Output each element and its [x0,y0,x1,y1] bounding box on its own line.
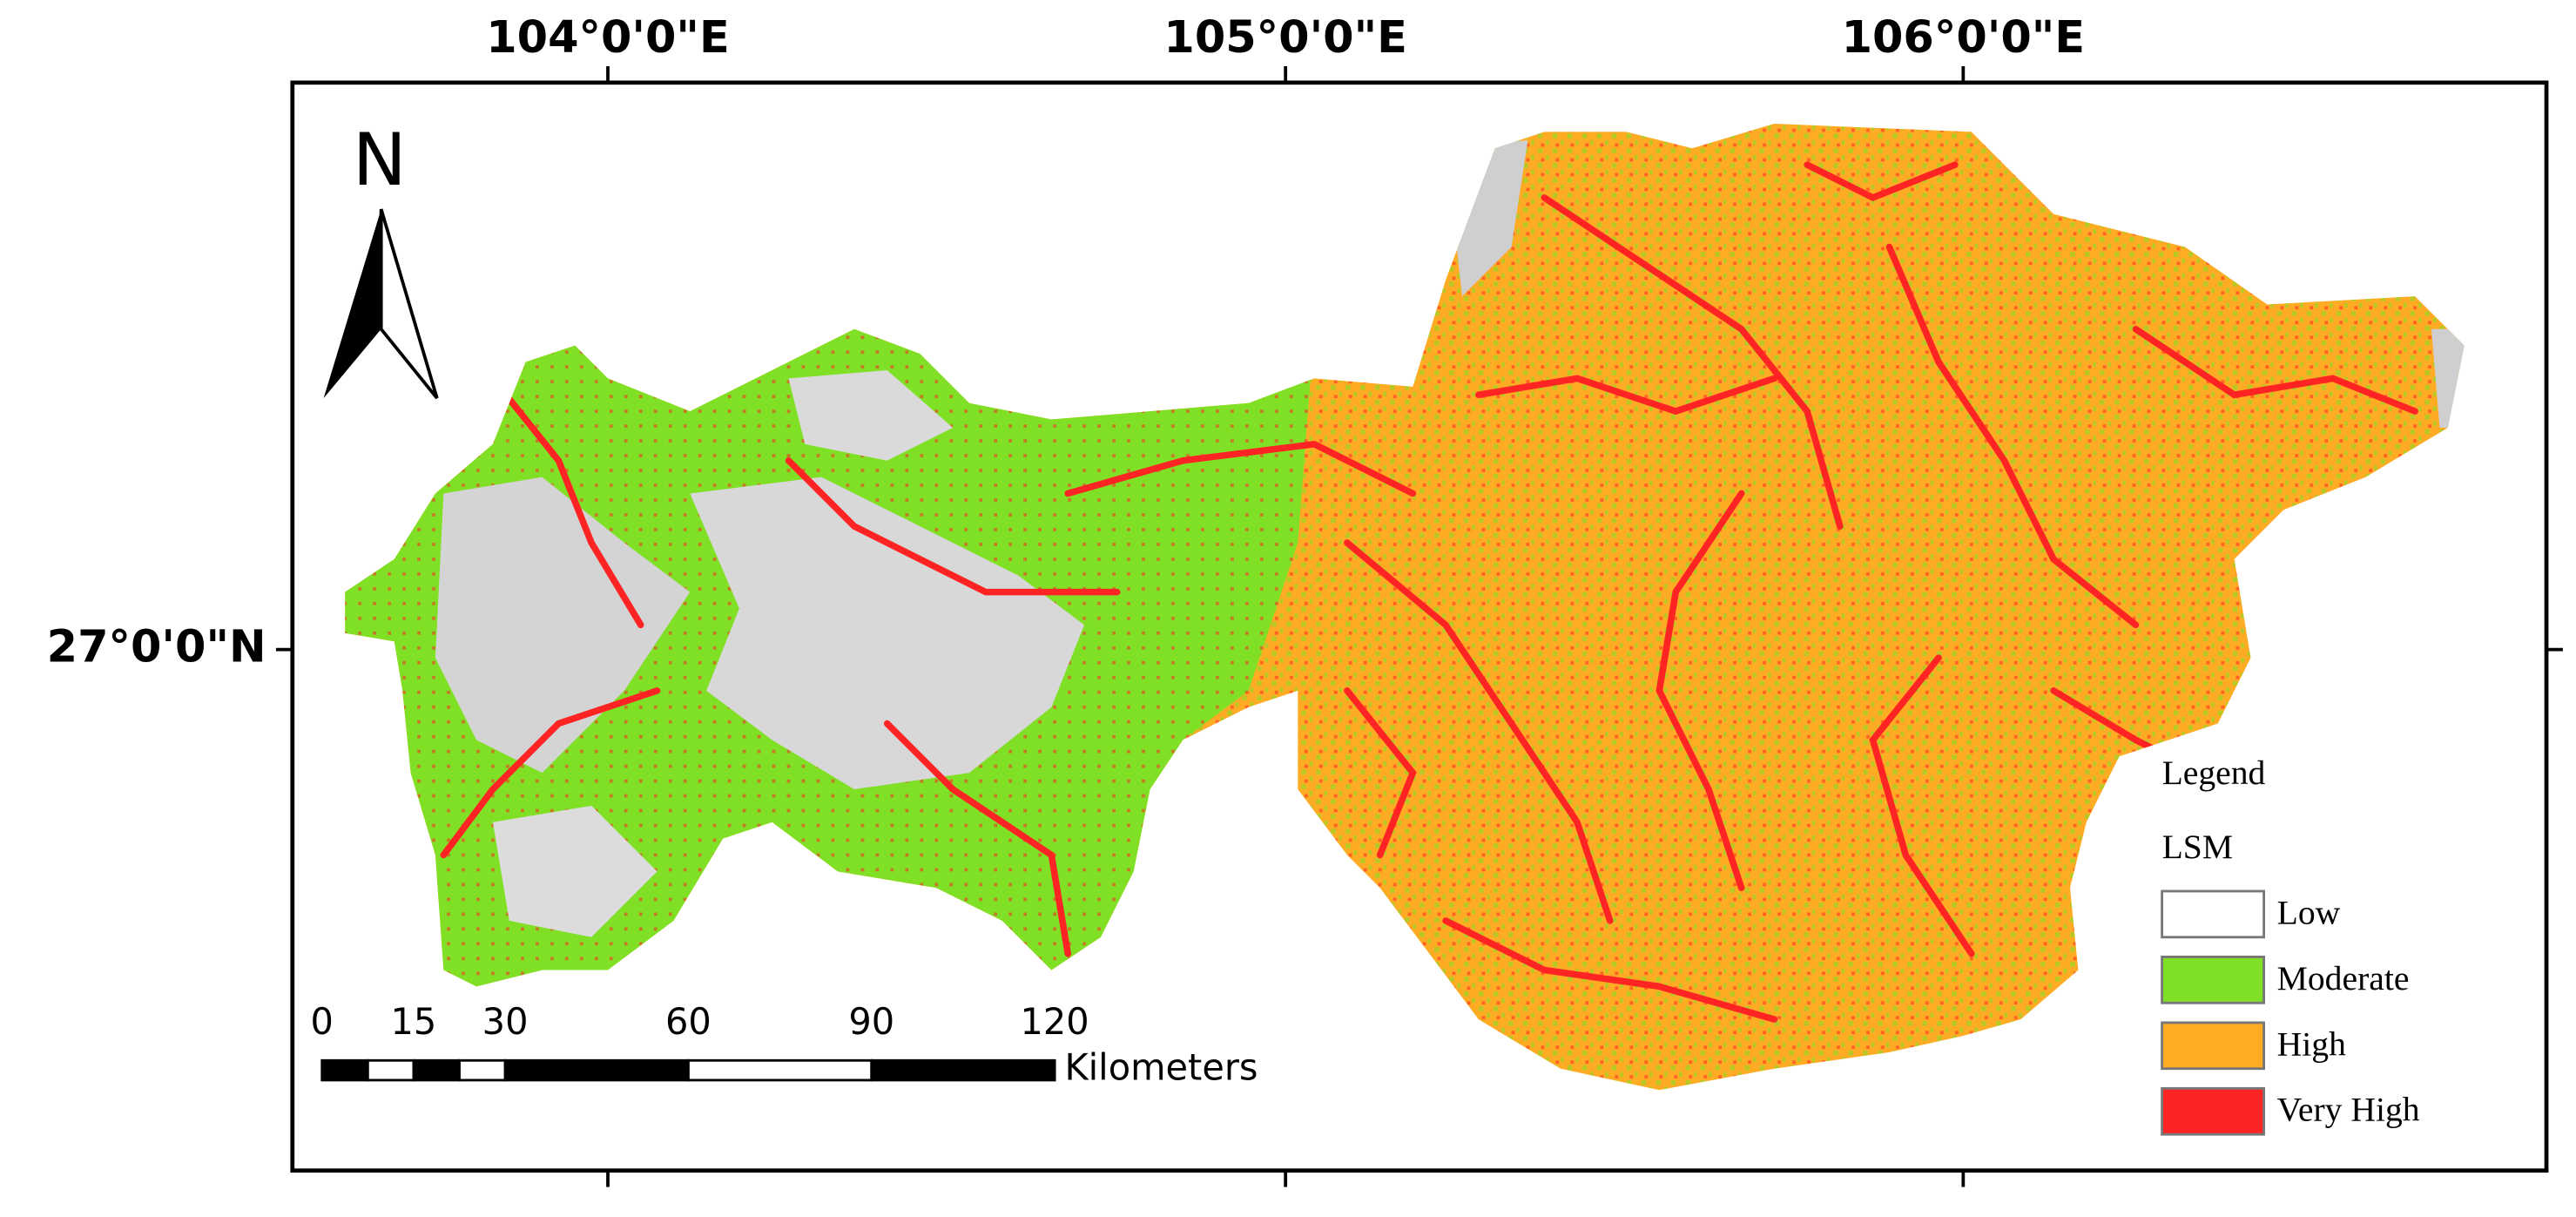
streak [1475,375,1778,416]
legend-label: Very High [2277,1091,2420,1129]
streak [1656,490,1745,891]
legend-label: Moderate [2277,959,2410,997]
lon-label: 104°0'0"E [486,12,730,64]
scale-label: 120 [1021,1000,1089,1043]
legend-swatch [2161,1086,2265,1136]
lon-label: 106°0'0"E [1842,12,2086,64]
low-hillshade [435,477,691,774]
scale-segment [412,1058,461,1082]
scale-unit: Kilometers [1064,1046,1258,1089]
scale-label: 60 [665,1000,711,1043]
streak [1344,687,1417,859]
streak [440,687,661,859]
streak [489,375,644,629]
streak [1869,654,1975,957]
scale-segment [320,1058,369,1082]
legend-layer: LSM [2162,828,2233,866]
arrow-right [379,208,439,400]
streak [1064,440,1417,497]
scale-label: 30 [482,1000,529,1043]
map-frame [290,80,2549,1173]
streak [1344,539,1614,924]
scale-segment [503,1058,690,1082]
lon-label: 105°0'0"E [1163,12,1407,64]
scale-label: 90 [848,1000,894,1043]
streak [785,456,1121,596]
scale-segment [687,1058,873,1082]
low-hillshade [2431,328,2465,428]
streak [2132,326,2418,415]
streak [1885,243,2140,629]
streak [883,720,1071,957]
legend-swatch [2161,1021,2265,1071]
lat-label: 27°0'0"N [47,622,266,673]
legend-title: Legend [2162,754,2266,792]
north-arrow: N [323,118,439,400]
legend-label: Low [2277,893,2341,931]
low-hillshade [690,477,1085,790]
scale-segment [458,1058,507,1082]
legend-swatch [2161,956,2265,1004]
scale-segment [366,1058,415,1082]
legend-swatch [2161,889,2265,939]
graticule-ticks: 104°0'0"E 105°0'0"E 106°0'0"E 27°0'0"N [47,12,2563,1187]
scale-label: 15 [391,1000,437,1043]
very-high-streaks [440,161,2418,1023]
scale-label: 0 [311,1000,334,1043]
streak [1541,194,1844,530]
low-hillshade [788,369,954,461]
scale-segment [870,1058,1056,1082]
north-label: N [353,118,407,202]
legend: Legend LSM Low Moderate High Very High [2161,754,2420,1136]
low-hillshade [492,805,657,937]
streak [1804,161,1959,202]
legend-label: High [2277,1024,2346,1063]
streak [1442,917,1778,1023]
lsm-raster [345,123,2465,1091]
arrow-left [323,209,381,399]
